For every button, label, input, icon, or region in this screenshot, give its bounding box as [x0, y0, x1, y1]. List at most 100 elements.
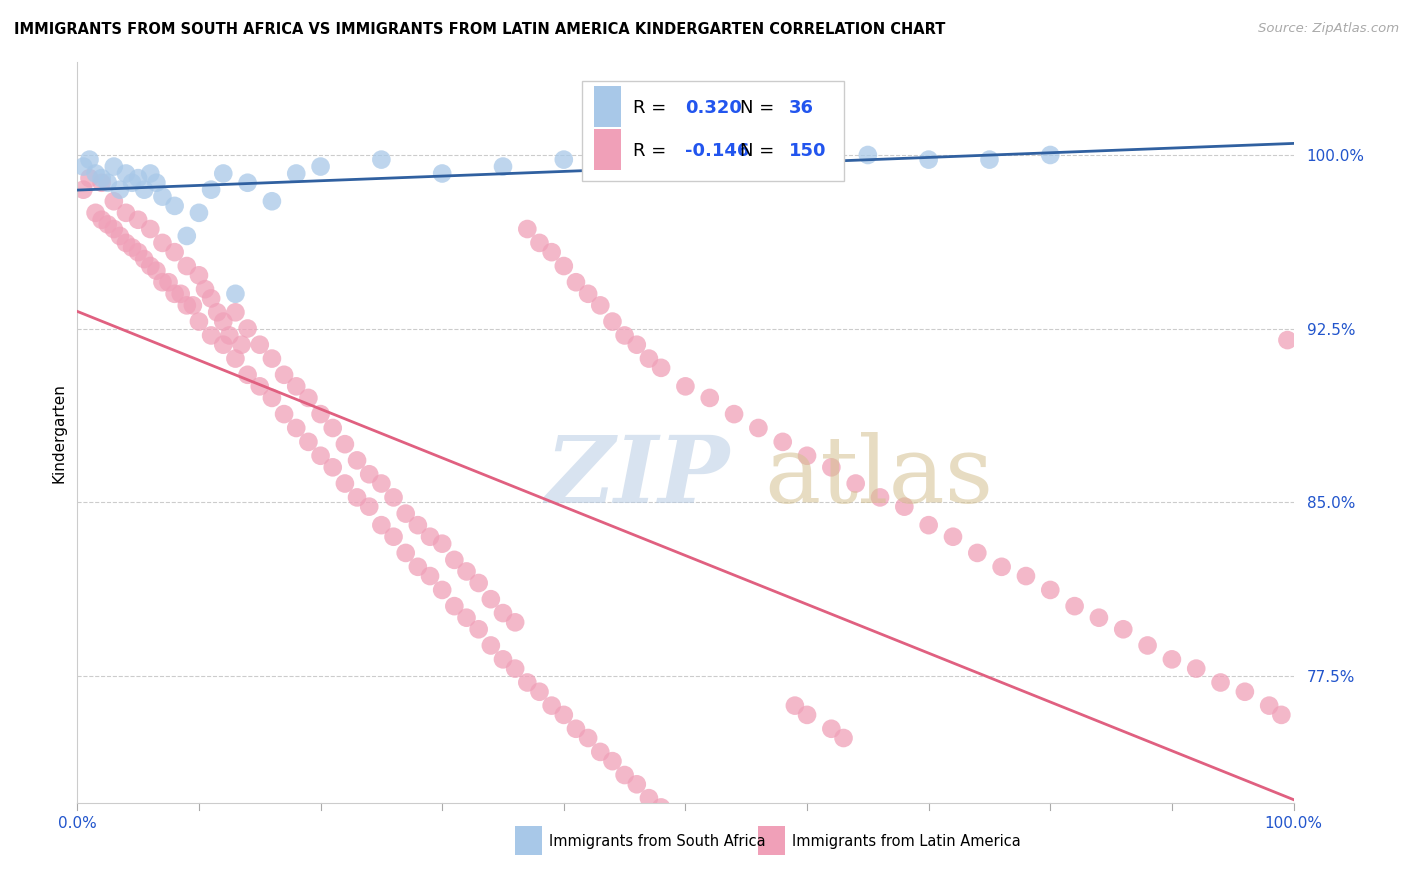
Point	[893, 500, 915, 514]
Point	[224, 305, 246, 319]
Point	[370, 518, 392, 533]
Point	[503, 662, 526, 676]
Point	[772, 434, 794, 449]
Text: 150: 150	[789, 143, 827, 161]
Point	[163, 199, 186, 213]
Y-axis label: Kindergarten: Kindergarten	[51, 383, 66, 483]
Point	[626, 777, 648, 791]
Point	[103, 222, 125, 236]
Text: atlas: atlas	[765, 432, 994, 522]
Point	[747, 421, 769, 435]
Point	[1039, 148, 1062, 162]
Point	[832, 731, 855, 745]
Point	[249, 379, 271, 393]
Point	[783, 698, 806, 713]
Point	[163, 245, 186, 260]
Point	[115, 166, 138, 180]
Point	[1270, 707, 1292, 722]
Text: Source: ZipAtlas.com: Source: ZipAtlas.com	[1258, 22, 1399, 36]
Point	[529, 235, 551, 250]
Point	[479, 639, 502, 653]
Text: R =: R =	[633, 143, 672, 161]
Point	[163, 286, 186, 301]
Point	[1063, 599, 1085, 614]
Point	[613, 768, 636, 782]
Point	[492, 160, 515, 174]
Point	[820, 722, 842, 736]
Point	[382, 530, 405, 544]
Point	[273, 368, 295, 382]
Point	[346, 491, 368, 505]
Point	[194, 282, 217, 296]
Point	[139, 166, 162, 180]
Point	[796, 153, 818, 167]
Point	[108, 229, 131, 244]
Point	[456, 565, 478, 579]
Point	[406, 559, 429, 574]
Point	[121, 240, 143, 255]
Point	[152, 235, 174, 250]
Point	[285, 166, 308, 180]
Point	[1112, 622, 1135, 636]
Point	[79, 153, 101, 167]
Point	[309, 160, 332, 174]
Point	[127, 171, 149, 186]
Point	[540, 698, 562, 713]
Point	[152, 275, 174, 289]
Point	[699, 847, 721, 861]
Point	[205, 305, 228, 319]
Point	[492, 606, 515, 620]
Point	[553, 259, 575, 273]
Point	[309, 449, 332, 463]
Point	[145, 176, 167, 190]
Point	[260, 194, 283, 209]
Point	[1039, 582, 1062, 597]
Point	[430, 166, 453, 180]
Point	[176, 259, 198, 273]
Point	[145, 263, 167, 277]
Point	[108, 183, 131, 197]
Point	[170, 286, 193, 301]
Point	[576, 731, 599, 745]
Point	[90, 212, 112, 227]
Point	[589, 745, 612, 759]
Point	[856, 148, 879, 162]
Point	[139, 259, 162, 273]
Point	[419, 569, 441, 583]
Point	[152, 189, 174, 203]
Bar	[758, 827, 785, 855]
Point	[662, 814, 685, 829]
Point	[516, 222, 538, 236]
Point	[224, 286, 246, 301]
Text: N =: N =	[740, 143, 780, 161]
Point	[419, 530, 441, 544]
Point	[188, 268, 211, 283]
Point	[1161, 652, 1184, 666]
Point	[200, 183, 222, 197]
Point	[1136, 639, 1159, 653]
Point	[492, 652, 515, 666]
Point	[231, 337, 253, 351]
Point	[479, 592, 502, 607]
Point	[181, 298, 204, 312]
Point	[467, 576, 489, 591]
Point	[212, 337, 235, 351]
Point	[395, 507, 418, 521]
Text: 36: 36	[789, 99, 814, 117]
Point	[176, 229, 198, 244]
Point	[103, 160, 125, 174]
Point	[322, 421, 344, 435]
Point	[650, 800, 672, 814]
Point	[589, 298, 612, 312]
Point	[796, 449, 818, 463]
Point	[516, 675, 538, 690]
Point	[212, 314, 235, 328]
Point	[285, 379, 308, 393]
Point	[249, 337, 271, 351]
Point	[406, 518, 429, 533]
Text: 0.320: 0.320	[686, 99, 742, 117]
Point	[565, 275, 588, 289]
Point	[966, 546, 988, 560]
Point	[553, 153, 575, 167]
Point	[103, 194, 125, 209]
